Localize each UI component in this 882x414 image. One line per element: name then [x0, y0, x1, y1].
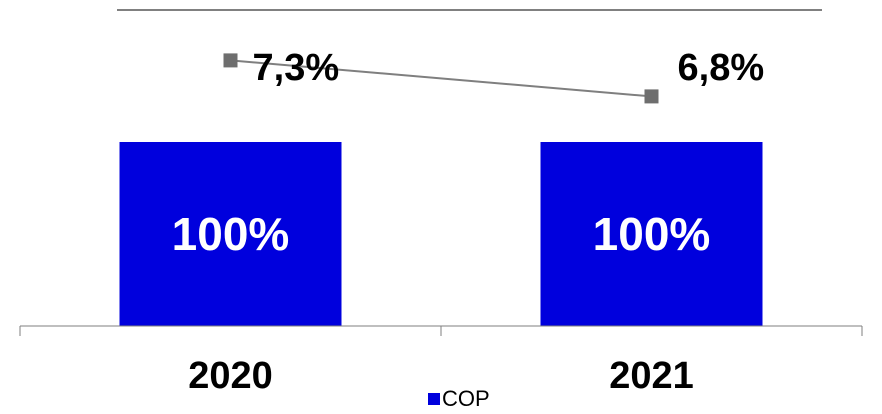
line-label-2020: 7,3% [253, 47, 340, 89]
bar-2020 [119, 142, 342, 326]
legend-swatch-COP [428, 393, 440, 405]
bars-layer: 100% 100% [119, 142, 763, 326]
bar-label-2020: 100% [172, 208, 290, 260]
bar-label-2021: 100% [593, 208, 711, 260]
legend-label-COP: COP [442, 386, 490, 411]
line-marker-2021 [644, 89, 659, 104]
line-marker-2020 [223, 53, 238, 68]
line-series-layer: 7,3% 6,8% [223, 47, 765, 104]
x-axis: 2020 2021 [19, 325, 863, 397]
x-tick-label-2020: 2020 [188, 355, 273, 397]
legend: COP [428, 386, 490, 411]
line-label-2021: 6,8% [678, 47, 765, 89]
line-path [230, 59, 652, 98]
x-tick-label-2021: 2021 [609, 355, 694, 397]
bar-2021 [540, 142, 763, 326]
